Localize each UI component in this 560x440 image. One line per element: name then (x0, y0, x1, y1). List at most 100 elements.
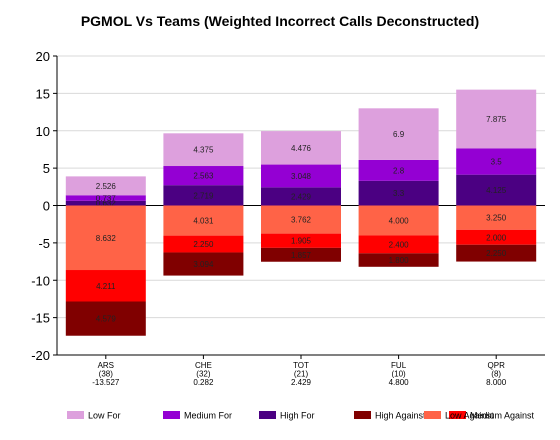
bar-value-label: 6.9 (393, 130, 405, 139)
bar-value-label: 1.857 (291, 251, 312, 260)
y-tick-label: -20 (31, 348, 50, 363)
bar-segment (163, 133, 244, 167)
bar-value-label: 2.526 (96, 182, 117, 191)
bar-value-label: 0.632 (96, 199, 117, 208)
bar-value-label: 2.8 (393, 166, 405, 175)
bar-value-label: 2.250 (193, 240, 214, 249)
bar-value-label: 3.5 (491, 158, 503, 167)
bar-segment (65, 301, 146, 336)
bar-segment (163, 235, 244, 253)
x-category-label: ARS (98, 361, 114, 370)
bar-value-label: 2.563 (193, 172, 214, 181)
bar-value-label: 1.800 (389, 256, 410, 265)
bar-segment (163, 252, 244, 276)
bar-segment (261, 131, 341, 165)
x-category-count: (21) (294, 370, 309, 379)
bar-segment (358, 159, 439, 181)
bar-segment (65, 195, 146, 201)
bar-value-label: 8.632 (96, 234, 117, 243)
bar-segment (456, 205, 537, 230)
legend-swatch (424, 411, 441, 419)
legend-item: High For (259, 411, 315, 421)
bar-value-label: 3.3 (393, 189, 405, 198)
legend-label: Low For (88, 411, 121, 421)
bar-segment (163, 166, 244, 186)
legend-swatch (259, 411, 276, 419)
x-category-count: (8) (491, 370, 501, 379)
legend: Low For Medium For High For High Against Med… (67, 411, 535, 421)
bar-segment (65, 205, 146, 271)
x-category-label: QPR (488, 361, 506, 370)
y-tick-label: 0 (43, 199, 50, 214)
bar-value-label: 7.875 (486, 115, 507, 124)
y-axis: -20 -15 -10 -5 0 5 10 15 20 (31, 49, 58, 363)
bar-segment (65, 270, 146, 302)
x-category-net: 2.429 (291, 378, 312, 387)
x-category-label: FUL (391, 361, 407, 370)
legend-swatch (449, 411, 466, 419)
bar-value-label: 2.250 (486, 249, 507, 258)
legend-item: Medium For (163, 411, 232, 421)
bar-segment (163, 185, 244, 206)
bar-value-label: 4.125 (486, 186, 507, 195)
bar-value-label: 3.048 (291, 172, 312, 181)
x-category-net: 4.800 (389, 378, 410, 387)
y-tick-label: -10 (31, 273, 50, 288)
legend-item: Low For (67, 411, 121, 421)
x-category-label: TOT (293, 361, 309, 370)
bar-value-label: 4.476 (291, 144, 312, 153)
bar-segment (456, 174, 537, 206)
x-category-count: (10) (391, 370, 406, 379)
legend-swatch (67, 411, 84, 419)
legend-swatch (354, 411, 371, 419)
bar-value-label: 3.762 (291, 216, 312, 225)
y-tick-label: 10 (36, 124, 50, 139)
bar-value-label: 3.250 (486, 214, 507, 223)
x-axis-labels: ARS(38)-13.527 CHE(32)0.282 TOT(21)2.429 FU… (57, 354, 545, 387)
y-tick-label: 20 (36, 49, 50, 64)
bar-segment (358, 180, 439, 206)
bar-value-label: 2.429 (291, 192, 312, 201)
legend-label: High For (280, 411, 315, 421)
bar-segment (456, 229, 537, 245)
legend-label: High Against (375, 411, 426, 421)
bar-value-label: 4.375 (193, 146, 214, 155)
bar-segment (261, 233, 341, 248)
bar-value-label: 0.737 (96, 194, 117, 203)
bar-segment (358, 108, 439, 160)
bar-segment (261, 164, 341, 188)
legend-label: Medium For (184, 411, 232, 421)
bar-segment (261, 205, 341, 234)
bar-segment (358, 205, 439, 236)
legend-item: Low Against (424, 411, 494, 421)
bar-segment (358, 253, 439, 267)
legend-item: High Against (354, 411, 426, 421)
x-category-label: CHE (195, 361, 212, 370)
legend-swatch (163, 411, 180, 419)
bar-value-label: 3.094 (193, 260, 214, 269)
legend-label: Medium Against (470, 411, 535, 421)
bar-value-label: 4.000 (389, 216, 410, 225)
x-category-count: (32) (196, 370, 211, 379)
bar-segment (456, 89, 537, 149)
x-category-net: -13.527 (92, 378, 120, 387)
bar-segment (65, 200, 146, 206)
legend-item: Medium Against (449, 411, 535, 421)
x-category-net: 8.000 (486, 378, 507, 387)
bar-value-label: 4.031 (193, 217, 214, 226)
x-category-net: 0.282 (193, 378, 214, 387)
x-category-count: (38) (99, 370, 114, 379)
bar-segment (65, 176, 146, 196)
chart-title: PGMOL Vs Teams (Weighted Incorrect Calls… (81, 13, 479, 29)
bar-segment (358, 235, 439, 254)
bar-segment (163, 205, 244, 236)
y-tick-label: -15 (31, 311, 50, 326)
bar-segment (456, 244, 537, 262)
bar-value-label: 4.579 (96, 315, 117, 324)
y-tick-label: 15 (36, 86, 50, 101)
y-tick-label: 5 (43, 161, 50, 176)
bar-value-label: 2.719 (193, 191, 214, 200)
